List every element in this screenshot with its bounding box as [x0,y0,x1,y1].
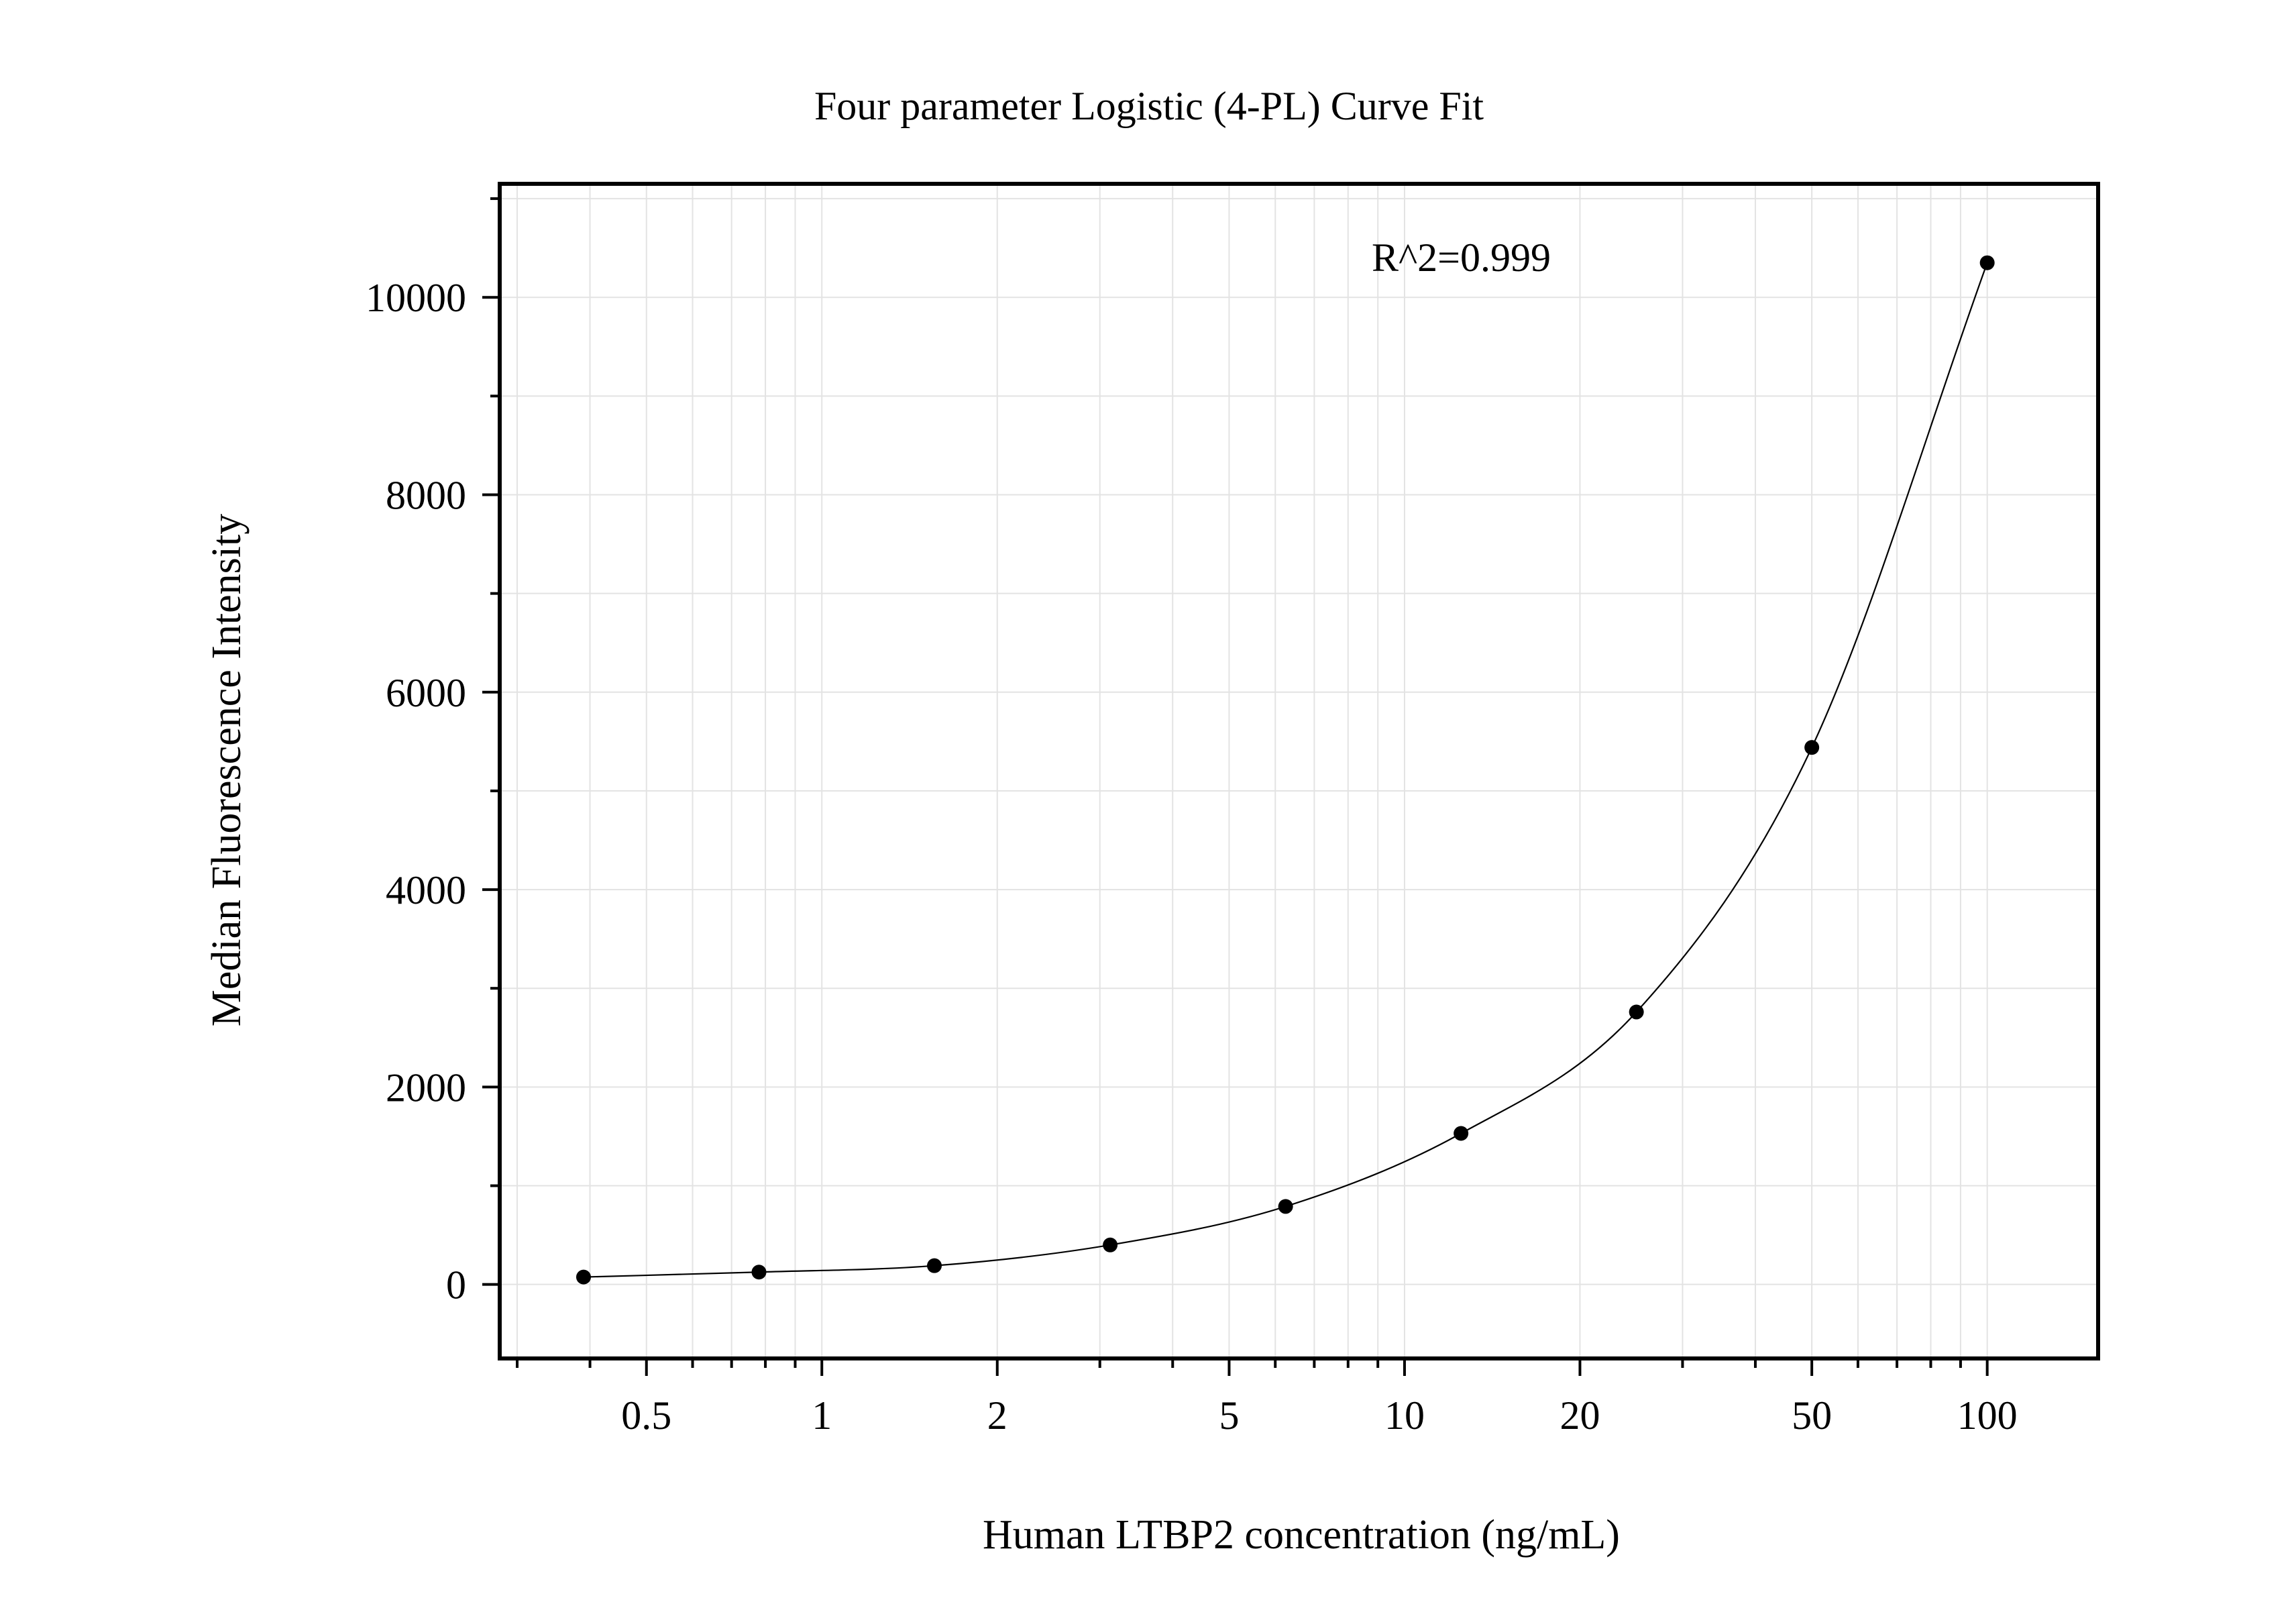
y-tick-label: 4000 [386,868,466,912]
x-tick-label: 10 [1384,1393,1425,1438]
data-point [1979,255,1995,270]
y-tick-label: 8000 [386,474,466,518]
plot-frame [498,182,2100,1360]
x-axis-label: Human LTBP2 concentration (ng/mL) [983,1512,1620,1558]
x-tick-label: 20 [1560,1393,1600,1438]
x-tick-label: 5 [1219,1393,1239,1438]
data-points [576,255,1995,1285]
data-point [751,1265,767,1280]
data-point [927,1258,942,1273]
grid [500,184,2098,1358]
x-tick-label: 50 [1792,1393,1832,1438]
data-point [1804,740,1820,755]
y-tick-label: 6000 [386,671,466,715]
y-tick-label: 10000 [366,276,466,320]
axis-ticks [482,197,1989,1376]
y-tick-label: 0 [446,1263,466,1307]
data-point [1278,1199,1293,1214]
fit-curve [583,262,1988,1278]
x-tick-label: 1 [812,1393,832,1438]
data-point [1629,1004,1644,1020]
x-tick-label: 2 [987,1393,1007,1438]
data-point [1454,1126,1469,1141]
data-point [576,1269,592,1285]
y-tick-label: 2000 [386,1065,466,1110]
fit-curve-layer [583,262,1988,1278]
data-point [1103,1237,1118,1252]
r-squared-annotation: R^2=0.999 [1372,235,1551,280]
x-tick-label: 100 [1957,1393,2018,1438]
tick-labels: 0.5 1 2 5 10 20 50 100 0 2000 4000 6000 8000 10000 [366,276,2018,1438]
x-tick-label: 0.5 [621,1393,671,1438]
y-axis-label: Median Fluorescence Intensity [204,514,250,1026]
chart-title: Four parameter Logistic (4-PL) Curve Fit [814,84,1484,128]
